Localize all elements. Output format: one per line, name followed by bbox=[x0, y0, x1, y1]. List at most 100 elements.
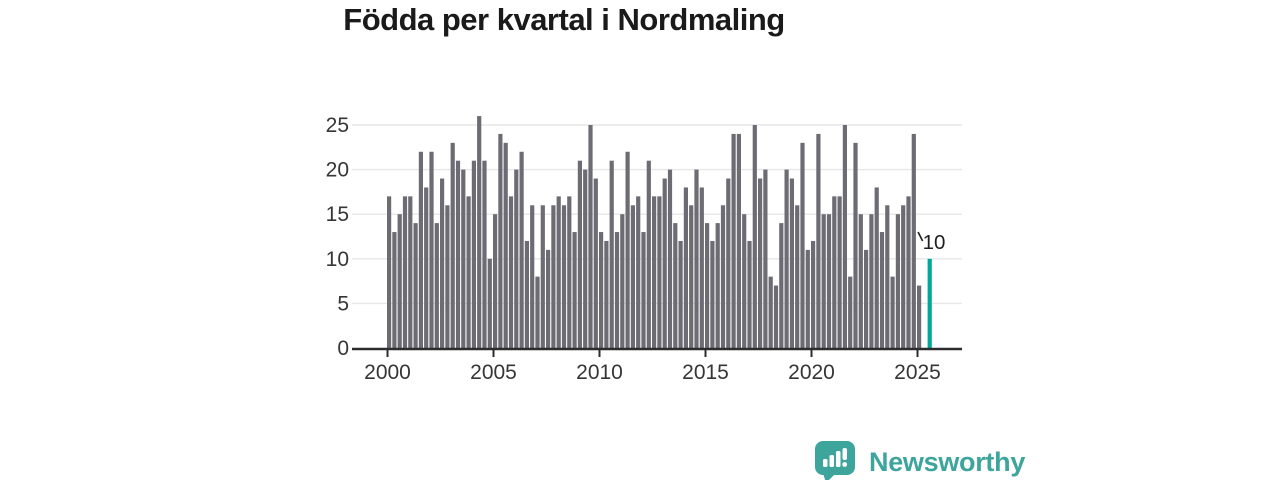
bar bbox=[397, 214, 402, 348]
bar bbox=[604, 240, 609, 348]
bar bbox=[678, 240, 683, 348]
y-tick-label: 25 bbox=[326, 114, 349, 137]
bar bbox=[742, 214, 747, 348]
bar bbox=[477, 116, 482, 348]
x-tick-label: 2000 bbox=[364, 361, 411, 384]
bar bbox=[673, 223, 678, 348]
bar bbox=[699, 187, 704, 348]
bar bbox=[747, 240, 752, 348]
bar bbox=[551, 205, 556, 348]
bar bbox=[482, 160, 487, 348]
x-tick-label: 2020 bbox=[788, 361, 835, 384]
y-tick-label: 10 bbox=[326, 248, 349, 271]
bar bbox=[890, 276, 895, 348]
x-tick-label: 2025 bbox=[894, 361, 941, 384]
bar bbox=[424, 187, 429, 348]
bar bbox=[869, 214, 874, 348]
bar bbox=[402, 196, 408, 348]
bar bbox=[652, 196, 657, 348]
newsworthy-logo: Newsworthy bbox=[814, 440, 1025, 480]
y-tick-label: 15 bbox=[326, 203, 349, 226]
bar bbox=[429, 151, 434, 348]
bar bbox=[864, 249, 869, 348]
bar bbox=[726, 178, 731, 348]
bar bbox=[625, 151, 630, 348]
bar bbox=[736, 133, 741, 348]
newsworthy-logo-text: Newsworthy bbox=[869, 446, 1026, 477]
bar bbox=[440, 178, 445, 348]
bar bbox=[583, 169, 588, 348]
bar bbox=[524, 240, 529, 348]
bar bbox=[434, 223, 439, 348]
bar bbox=[705, 223, 710, 348]
bar bbox=[535, 276, 540, 348]
x-tick-label: 2005 bbox=[470, 361, 517, 384]
bar bbox=[720, 205, 726, 348]
bar bbox=[508, 196, 514, 348]
bar bbox=[858, 214, 863, 348]
newsworthy-logo-icon bbox=[815, 441, 855, 480]
bar bbox=[853, 142, 858, 348]
bar bbox=[917, 285, 922, 348]
bar bbox=[614, 232, 620, 348]
bar bbox=[773, 285, 779, 348]
bar bbox=[800, 142, 805, 348]
bar bbox=[593, 178, 598, 348]
bar bbox=[556, 196, 561, 348]
bar bbox=[646, 160, 651, 348]
bar bbox=[842, 125, 847, 348]
bar bbox=[906, 196, 911, 348]
y-tick-label: 20 bbox=[326, 159, 349, 182]
bar-highlight bbox=[927, 258, 932, 348]
bar bbox=[752, 125, 757, 348]
bar bbox=[821, 214, 826, 348]
bar bbox=[683, 187, 688, 348]
bar bbox=[514, 169, 519, 348]
bar bbox=[710, 240, 715, 348]
bar bbox=[805, 249, 810, 348]
bar bbox=[657, 196, 662, 348]
bar bbox=[630, 205, 635, 348]
bar bbox=[392, 232, 397, 348]
bar bbox=[540, 205, 545, 348]
x-tick-label: 2010 bbox=[576, 361, 623, 384]
bar bbox=[577, 160, 582, 348]
bar bbox=[493, 214, 498, 348]
bar bbox=[837, 196, 842, 348]
bar bbox=[620, 214, 625, 348]
bar bbox=[901, 205, 906, 348]
bar bbox=[885, 205, 890, 348]
bar bbox=[795, 205, 800, 348]
annotation-pointer bbox=[917, 231, 924, 242]
x-tick-label: 2015 bbox=[682, 361, 729, 384]
bar bbox=[561, 205, 567, 348]
bar bbox=[546, 249, 551, 348]
bar bbox=[387, 196, 392, 348]
bar bbox=[758, 178, 763, 348]
bar bbox=[487, 258, 492, 348]
bar bbox=[418, 151, 423, 348]
bar bbox=[689, 205, 694, 348]
bar bbox=[530, 205, 535, 348]
bar bbox=[572, 232, 577, 348]
bar bbox=[461, 169, 466, 348]
bar bbox=[641, 232, 646, 348]
bar bbox=[895, 214, 900, 348]
bar bbox=[879, 232, 885, 348]
bar bbox=[911, 133, 916, 348]
bar bbox=[715, 223, 720, 348]
bar bbox=[455, 160, 461, 348]
bar bbox=[816, 133, 821, 348]
bar bbox=[694, 169, 699, 348]
bar bbox=[503, 142, 508, 348]
annotation-value: 10 bbox=[923, 231, 946, 254]
bar bbox=[498, 133, 503, 348]
bar bbox=[445, 205, 450, 348]
bar bbox=[636, 196, 641, 348]
bar bbox=[588, 125, 593, 348]
bar bbox=[408, 196, 413, 348]
bar bbox=[567, 196, 572, 348]
bar bbox=[599, 232, 604, 348]
